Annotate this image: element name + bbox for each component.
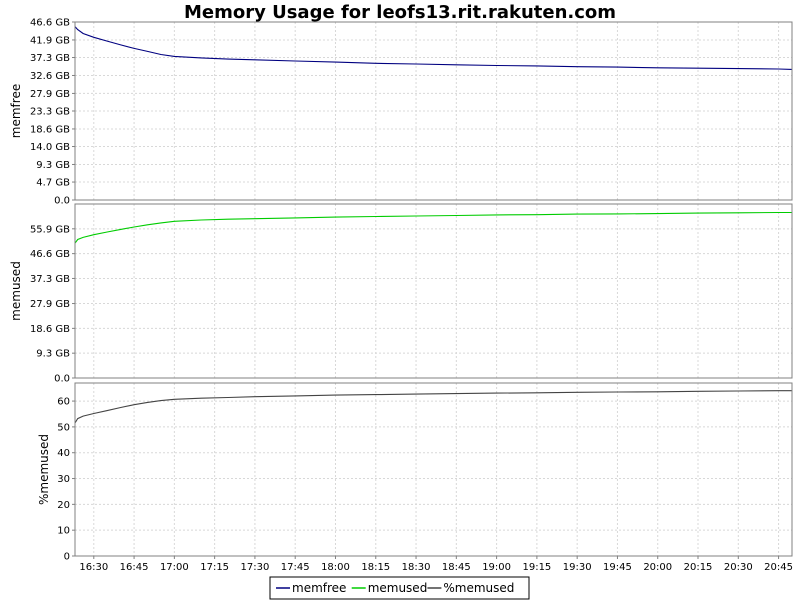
y-axis-label: memfree [9, 84, 23, 138]
x-tick-label: 19:45 [603, 562, 632, 573]
chart-title: Memory Usage for leofs13.rit.rakuten.com [184, 2, 616, 23]
y-tick-label: 40 [57, 448, 70, 459]
plot-area [75, 204, 792, 378]
x-tick-label: 18:15 [361, 562, 390, 573]
y-tick-label: 20 [57, 500, 70, 511]
legend: memfree memused %memused [269, 576, 530, 600]
panel-%memused: 0 10 20 30 40 50 60 %memused [37, 382, 793, 563]
y-tick-label: 18.6 GB [30, 324, 70, 335]
x-tick-label: 17:15 [200, 562, 229, 573]
y-tick-label: 30 [57, 474, 70, 485]
panel-memused: 0.0 9.3 GB 18.6 GB 27.9 GB 37.3 GB 46.6 GB 55.… [9, 203, 793, 385]
x-tick-label: 20:45 [764, 562, 793, 573]
y-axis-label: %memused [37, 434, 51, 505]
y-tick-label: 46.6 GB [30, 249, 70, 260]
series-line-%memused [74, 390, 792, 424]
x-tick-label: 17:30 [241, 562, 270, 573]
x-tick-label: 18:45 [442, 562, 471, 573]
y-tick-label: 27.9 GB [30, 299, 70, 310]
y-tick-label: 0.0 [54, 196, 70, 207]
legend-box [269, 576, 530, 600]
y-tick-label: 0.0 [54, 374, 70, 385]
x-tick-label: 20:00 [643, 562, 672, 573]
y-tick-label: 10 [57, 526, 70, 537]
y-tick-label: 32.6 GB [30, 71, 70, 82]
x-tick-label: 20:30 [724, 562, 753, 573]
legend-label: %memused [443, 581, 514, 595]
y-tick-label: 37.3 GB [30, 274, 70, 285]
x-tick-label: 17:00 [160, 562, 189, 573]
legend-label: memfree [292, 581, 346, 595]
plot-area [75, 383, 792, 556]
x-tick-label: 19:00 [482, 562, 511, 573]
x-tick-label: 17:45 [281, 562, 310, 573]
panel-memfree: 0.0 4.7 GB 9.3 GB 14.0 GB 18.6 GB 23.3 GB 27.9… [9, 18, 793, 207]
y-tick-label: 14.0 GB [30, 142, 70, 153]
plot-frame [74, 203, 793, 379]
y-tick-label: 9.3 GB [36, 160, 70, 171]
chart-panels: 0.0 4.7 GB 9.3 GB 14.0 GB 18.6 GB 23.3 GB 27.9… [9, 18, 793, 563]
x-tick-label: 18:00 [321, 562, 350, 573]
x-tick-label: 16:30 [79, 562, 108, 573]
legend-item-memfree: memfree [276, 581, 346, 595]
y-tick-label: 4.7 GB [36, 178, 70, 189]
x-tick-label: 19:30 [563, 562, 592, 573]
x-tick-label: 20:15 [684, 562, 713, 573]
y-tick-label: 23.3 GB [30, 107, 70, 118]
y-tick-label: 55.9 GB [30, 224, 70, 235]
y-axis-label: memused [9, 261, 23, 321]
y-tick-label: 60 [57, 397, 70, 408]
x-tick-label: 19:15 [522, 562, 551, 573]
legend-label: memused [368, 581, 428, 595]
x-axis: 16:30 16:45 17:00 17:15 17:30 17:45 18:00 18:15… [79, 556, 793, 573]
y-tick-label: 18.6 GB [30, 124, 70, 135]
plot-frame [74, 382, 793, 557]
legend-item-memused: memused [351, 581, 428, 595]
y-tick-label: 27.9 GB [30, 89, 70, 100]
legend-item-%memused: %memused [427, 581, 514, 595]
series-line-memused [74, 211, 792, 244]
y-tick-label: 46.6 GB [30, 18, 70, 29]
x-tick-label: 16:45 [120, 562, 149, 573]
y-tick-label: 9.3 GB [36, 349, 70, 360]
x-tick-label: 18:30 [402, 562, 431, 573]
y-tick-label: 41.9 GB [30, 35, 70, 46]
series-line-memfree [74, 26, 793, 70]
y-tick-label: 50 [57, 422, 70, 433]
y-tick-label: 0 [64, 552, 70, 563]
y-tick-label: 37.3 GB [30, 53, 70, 64]
plot-frame [74, 21, 793, 201]
